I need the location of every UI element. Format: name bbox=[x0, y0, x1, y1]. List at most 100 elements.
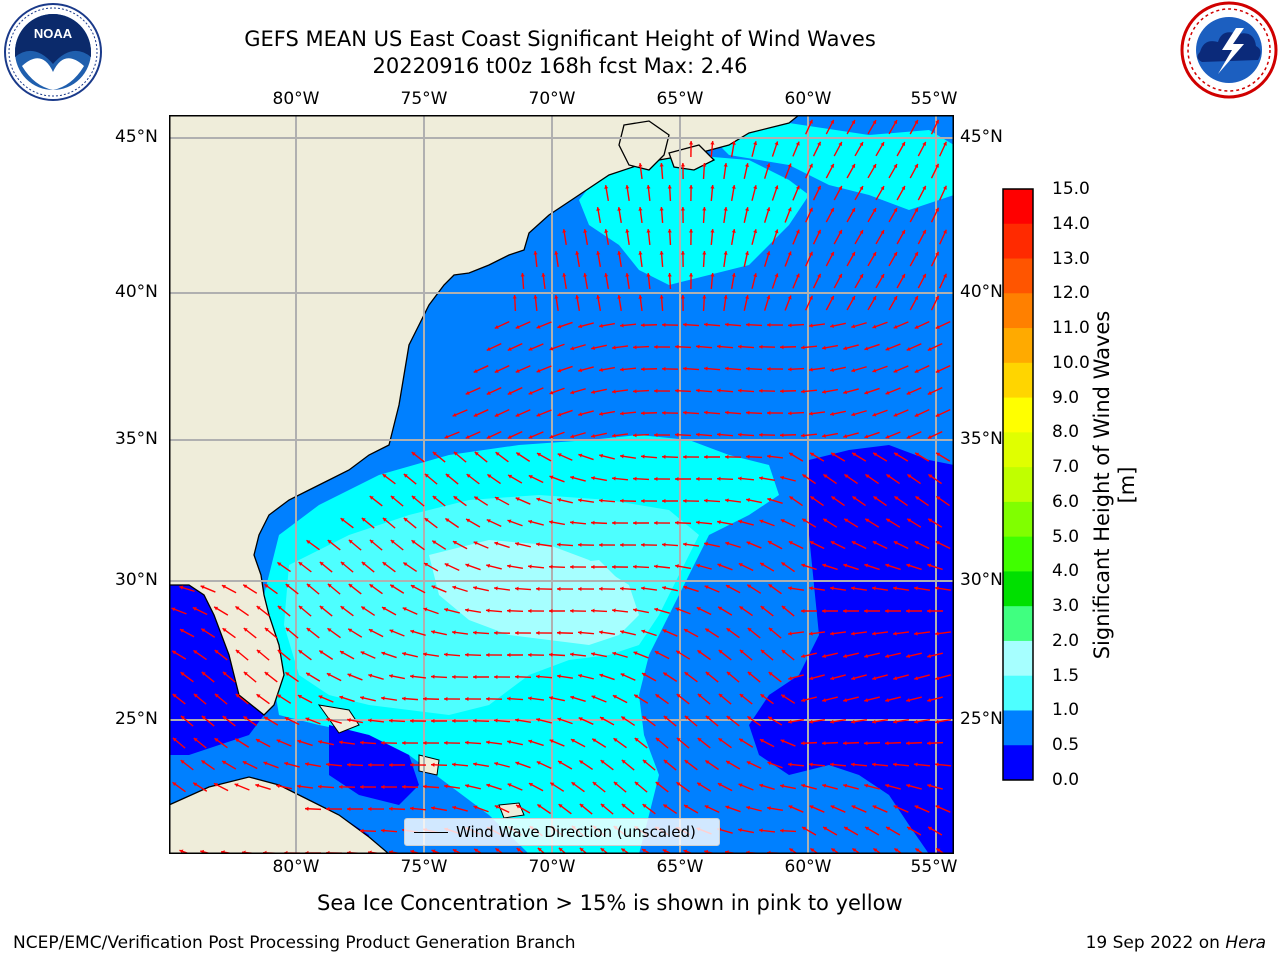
wind-wave-arrowhead bbox=[368, 762, 372, 767]
wind-wave-arrowhead bbox=[465, 434, 470, 439]
colorbar-tick-label: 1.0 bbox=[1052, 700, 1080, 721]
wind-wave-arrowhead bbox=[718, 693, 723, 698]
wind-wave-arrowhead bbox=[465, 740, 469, 745]
wind-wave-arrowhead bbox=[822, 783, 827, 788]
wind-wave-arrowhead bbox=[570, 346, 575, 351]
wind-wave-arrowhead bbox=[830, 163, 834, 168]
wind-wave-arrowhead bbox=[381, 696, 385, 701]
wind-wave-arrowhead bbox=[936, 496, 941, 501]
wind-wave-arrowhead bbox=[305, 806, 309, 811]
wind-wave-arrowhead bbox=[578, 368, 583, 373]
wind-wave-arrowhead bbox=[838, 273, 842, 278]
wind-wave-arrowhead bbox=[788, 367, 792, 372]
wind-wave-arrowhead bbox=[557, 497, 562, 502]
wind-wave-arrowhead bbox=[927, 698, 932, 703]
wind-wave-arrowhead bbox=[759, 739, 764, 743]
wind-wave-arrowhead bbox=[943, 273, 947, 278]
wind-wave-arrowhead bbox=[402, 696, 406, 701]
wind-wave-arrowhead bbox=[859, 186, 864, 191]
wind-wave-arrowhead bbox=[739, 649, 744, 654]
wind-wave-arrowhead bbox=[638, 295, 643, 299]
wind-wave-arrowhead bbox=[621, 759, 626, 764]
wind-wave-arrowhead bbox=[738, 828, 742, 833]
colorbar-title: Significant Height of Wind Waves [m] bbox=[1090, 310, 1139, 660]
wind-wave-arrowhead bbox=[554, 295, 559, 299]
wind-wave-arrowhead bbox=[541, 273, 546, 277]
wind-wave-arrowhead bbox=[221, 585, 226, 589]
wind-wave-arrowhead bbox=[697, 693, 702, 698]
wind-wave-arrowhead bbox=[893, 719, 897, 724]
wind-wave-arrowhead bbox=[723, 207, 728, 211]
wind-wave-arrowhead bbox=[864, 608, 868, 614]
wind-wave-arrowhead bbox=[680, 207, 685, 211]
wind-wave-arrowhead bbox=[809, 541, 814, 545]
wind-wave-arrowhead bbox=[831, 848, 836, 853]
wind-wave-arrowhead bbox=[508, 474, 513, 479]
wind-wave-arrowhead bbox=[928, 826, 933, 831]
wind-wave-arrowhead bbox=[865, 474, 870, 479]
wind-wave-arrowhead bbox=[744, 251, 750, 255]
wind-wave-arrowhead bbox=[817, 185, 821, 190]
wind-wave-arrowhead bbox=[759, 388, 763, 393]
wind-wave-arrowhead bbox=[830, 805, 835, 810]
wind-wave-arrowhead bbox=[402, 740, 406, 746]
wind-wave-arrowhead bbox=[852, 848, 857, 853]
wind-wave-arrowhead bbox=[578, 717, 583, 721]
wind-wave-arrowhead bbox=[641, 629, 646, 634]
wind-wave-arrowhead bbox=[683, 366, 687, 371]
wind-wave-arrowhead bbox=[361, 606, 366, 611]
wind-wave-arrowhead bbox=[537, 847, 542, 852]
wind-wave-arrowhead bbox=[431, 849, 436, 854]
wind-wave-arrowhead bbox=[318, 784, 322, 789]
wind-wave-arrowhead bbox=[872, 120, 877, 125]
wind-wave-arrowhead bbox=[928, 474, 933, 479]
wind-wave-arrowhead bbox=[663, 804, 668, 809]
wind-wave-arrowhead bbox=[747, 716, 752, 721]
wind-wave-arrowhead bbox=[411, 452, 416, 456]
wind-wave-arrowhead bbox=[704, 410, 708, 415]
wind-wave-arrowhead bbox=[381, 784, 385, 790]
lon-label-bottom-80w: 80°W bbox=[272, 857, 320, 877]
wind-wave-arrowhead bbox=[620, 454, 624, 459]
wind-wave-arrowhead bbox=[859, 142, 864, 147]
wind-wave-arrowhead bbox=[851, 164, 856, 169]
wind-wave-arrowhead bbox=[507, 435, 512, 439]
wind-wave-arrowhead bbox=[235, 738, 240, 743]
wind-wave-arrowhead bbox=[746, 805, 751, 810]
wind-wave-arrowhead bbox=[612, 389, 616, 394]
chart-subtitle: 20220916 t00z 168h fcst Max: 2.46 bbox=[372, 54, 748, 78]
wind-wave-arrowhead bbox=[851, 412, 856, 417]
wind-wave-arrowhead bbox=[718, 606, 723, 611]
wind-wave-arrowhead bbox=[738, 783, 743, 788]
wind-wave-arrowhead bbox=[487, 474, 492, 479]
wind-wave-arrowhead bbox=[550, 782, 555, 787]
wind-wave-arrowhead bbox=[494, 761, 499, 766]
wind-wave-arrowhead bbox=[684, 804, 689, 809]
wind-wave-arrowhead bbox=[515, 761, 520, 766]
wind-wave-arrowhead bbox=[885, 698, 890, 703]
wind-wave-arrowhead bbox=[235, 606, 240, 611]
wind-wave-arrowhead bbox=[725, 366, 729, 371]
wind-wave-arrowhead bbox=[704, 542, 708, 547]
wind-wave-arrowhead bbox=[726, 760, 731, 765]
wind-wave-arrowhead bbox=[767, 761, 772, 766]
wind-wave-arrowhead bbox=[638, 207, 643, 211]
wind-wave-arrowhead bbox=[222, 760, 227, 765]
wind-wave-arrowhead bbox=[943, 229, 947, 234]
wind-wave-arrowhead bbox=[802, 474, 807, 479]
wind-wave-arrowhead bbox=[675, 344, 679, 349]
wind-wave-arrowhead bbox=[767, 497, 772, 502]
wind-wave-arrowhead bbox=[788, 631, 792, 636]
wind-wave-arrowhead bbox=[326, 717, 331, 722]
wind-wave-arrowhead bbox=[901, 186, 906, 191]
wind-wave-arrowhead bbox=[852, 496, 857, 501]
wind-wave-arrowhead bbox=[571, 782, 576, 786]
wind-wave-arrowhead bbox=[927, 783, 932, 788]
wind-wave-arrowhead bbox=[360, 828, 364, 833]
wind-wave-arrowhead bbox=[717, 432, 721, 437]
wind-wave-arrowhead bbox=[780, 345, 784, 350]
wind-wave-arrowhead bbox=[465, 563, 470, 568]
wind-wave-arrowhead bbox=[662, 410, 666, 415]
wind-wave-arrowhead bbox=[600, 848, 605, 852]
wind-wave-arrowhead bbox=[676, 782, 681, 787]
